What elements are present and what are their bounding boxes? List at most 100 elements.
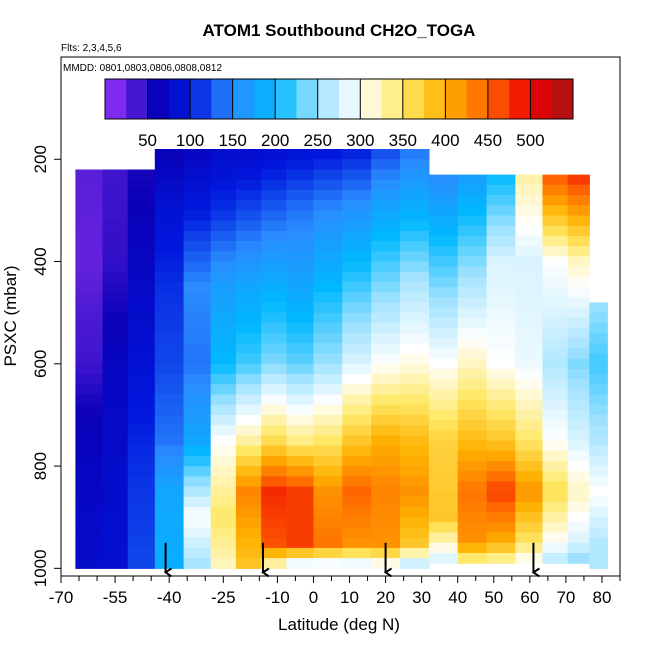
heatmap-cell: [567, 307, 590, 319]
heatmap-cell: [542, 542, 569, 554]
heatmap-cell: [127, 179, 156, 191]
heatmap-cell: [183, 200, 212, 211]
heatmap-cell: [428, 236, 459, 247]
heatmap-cell: [75, 414, 103, 426]
heatmap-cell: [154, 149, 185, 160]
heatmap-cell: [589, 466, 608, 477]
heatmap-cell: [210, 445, 237, 457]
heatmap-cell: [457, 317, 488, 329]
heatmap-cell: [102, 394, 129, 406]
heatmap-cell: [127, 230, 156, 242]
heatmap-cell: [457, 184, 488, 196]
heatmap-cell: [589, 374, 608, 385]
heatmap-cell: [183, 486, 212, 498]
heatmap-cell: [342, 159, 372, 171]
heatmap-cell: [486, 501, 517, 513]
heatmap-cell: [567, 553, 590, 564]
heatmap-cell: [286, 547, 314, 559]
heatmap-cell: [154, 517, 185, 528]
heatmap-cell: [486, 338, 517, 349]
heatmap-cell: [235, 435, 262, 447]
colorbar-band: [487, 79, 510, 119]
heatmap-cell: [457, 553, 488, 564]
heatmap-cell: [486, 430, 517, 442]
heatmap-cell: [371, 374, 401, 385]
heatmap-cell: [261, 384, 287, 396]
heatmap-cell: [261, 558, 287, 569]
heatmap-cell: [567, 409, 590, 421]
heatmap-cell: [486, 532, 517, 544]
heatmap-cell: [542, 512, 569, 523]
heatmap-cell: [567, 358, 590, 370]
heatmap-cell: [371, 517, 401, 528]
colorbar-tick-label: 450: [474, 131, 502, 150]
heatmap-cell: [102, 384, 129, 396]
heatmap-cell: [400, 189, 430, 201]
heatmap-cell: [486, 205, 517, 217]
heatmap-cell: [542, 246, 569, 257]
heatmap-cell: [286, 220, 314, 232]
heatmap-cell: [235, 292, 262, 303]
heatmap-cell: [235, 179, 262, 191]
heatmap-cell: [235, 404, 262, 416]
heatmap-cell: [102, 322, 129, 334]
heatmap-cell: [400, 363, 430, 375]
heatmap-cell: [486, 379, 517, 390]
heatmap-cell: [486, 174, 517, 186]
heatmap-cell: [313, 179, 343, 191]
heatmap-cell: [342, 210, 372, 222]
heatmap-cell: [210, 414, 237, 426]
heatmap-cell: [183, 302, 212, 314]
heatmap-cell: [183, 496, 212, 508]
heatmap-cell: [75, 189, 103, 201]
heatmap-cell: [75, 455, 103, 467]
heatmap-cell: [589, 527, 608, 539]
colorbar-band: [317, 79, 340, 119]
heatmap-cell: [486, 256, 517, 268]
heatmap-cell: [428, 389, 459, 401]
heatmap-cell: [154, 322, 185, 334]
heatmap-cell: [210, 200, 237, 211]
heatmap-cell: [235, 466, 262, 477]
heatmap-cell: [371, 322, 401, 334]
heatmap-cell: [210, 159, 237, 171]
heatmap-cell: [400, 374, 430, 385]
heatmap-cell: [515, 338, 543, 349]
heatmap-cell: [567, 522, 590, 534]
heatmap-cell: [183, 322, 212, 334]
colorbar-tick-label: 300: [346, 131, 374, 150]
heatmap-cell: [371, 200, 401, 211]
heatmap-cell: [235, 169, 262, 181]
colorbar-band: [105, 79, 127, 119]
heatmap-cell: [154, 179, 185, 191]
heatmap-cell: [183, 435, 212, 447]
heatmap-cell: [210, 507, 237, 518]
heatmap-cell: [342, 220, 372, 232]
heatmap-cell: [542, 389, 569, 401]
heatmap-cell: [457, 236, 488, 247]
heatmap-cell: [515, 491, 543, 503]
heatmap-cell: [261, 476, 287, 488]
heatmap-cell: [154, 507, 185, 518]
heatmap-cell: [154, 292, 185, 303]
heatmap-cell: [589, 507, 608, 518]
heatmap-cell: [313, 169, 343, 181]
heatmap-cell: [286, 496, 314, 508]
heatmap-cell: [428, 195, 459, 206]
heatmap-cell: [515, 205, 543, 217]
heatmap-cell: [371, 220, 401, 232]
heatmap-cell: [589, 363, 608, 375]
heatmap-cell: [313, 363, 343, 375]
heatmap-cell: [210, 312, 237, 324]
heatmap-cell: [428, 368, 459, 380]
heatmap-cell: [210, 496, 237, 508]
heatmap-cell: [342, 425, 372, 436]
heatmap-cell: [457, 256, 488, 268]
plot-frame: [60, 56, 621, 577]
heatmap-cell: [286, 149, 314, 160]
x-tick-label: -10: [265, 588, 290, 607]
heatmap-cell: [428, 184, 459, 196]
heatmap-cell: [75, 271, 103, 283]
heatmap-cell: [313, 537, 343, 549]
heatmap-cell: [286, 425, 314, 436]
